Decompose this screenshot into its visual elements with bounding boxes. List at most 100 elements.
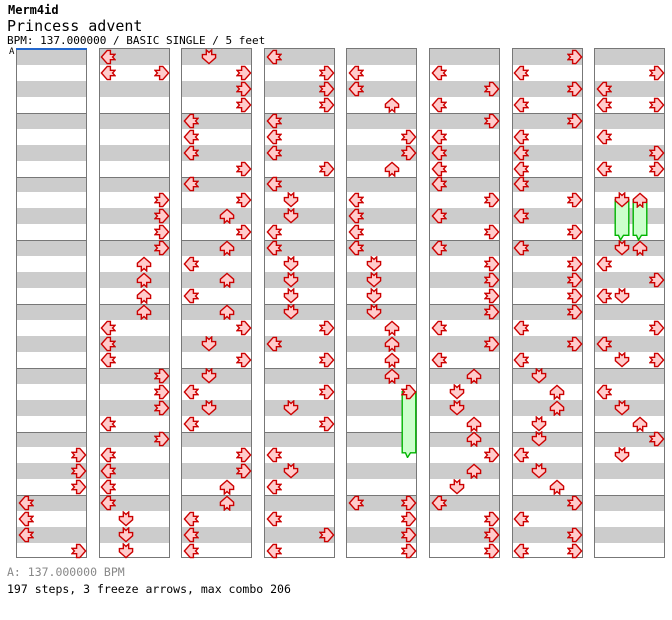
- beat-row: [595, 240, 665, 257]
- measure-line: [347, 431, 417, 433]
- beat-row: [347, 304, 417, 320]
- measure-line: [347, 304, 417, 305]
- step-arrow-down-icon: [201, 335, 217, 352]
- beat-row: [17, 463, 86, 480]
- step-arrow-down-icon: [201, 48, 217, 65]
- step-arrow-left-icon: [183, 511, 200, 527]
- step-arrow-right-icon: [70, 479, 87, 495]
- beat-row: [512, 367, 582, 384]
- step-arrow-up-icon: [384, 97, 400, 114]
- step-arrow-right-icon: [483, 288, 500, 304]
- step-arrow-right-icon: [153, 431, 170, 447]
- step-arrow-left-icon: [183, 113, 200, 129]
- beat-row: [17, 495, 86, 512]
- step-arrow-left-icon: [431, 208, 448, 224]
- beat-row: [264, 240, 334, 257]
- measure-line: [512, 240, 582, 242]
- beat-row: [512, 208, 582, 225]
- step-arrow-left-icon: [348, 224, 365, 240]
- measure-line: [595, 112, 665, 114]
- measure-line: [595, 431, 665, 433]
- footer-bpm-line: A: 137.000000 BPM: [7, 565, 125, 579]
- step-arrow-up-icon: [219, 240, 235, 257]
- beat-row: [595, 431, 665, 448]
- step-arrow-right-icon: [483, 113, 500, 129]
- step-arrow-right-icon: [153, 384, 170, 400]
- beat-row: [17, 144, 86, 161]
- chart-column: [346, 48, 418, 559]
- beat-row: [99, 144, 169, 161]
- step-arrow-down-icon: [283, 462, 299, 479]
- beat-row: [595, 335, 665, 352]
- step-arrow-down-icon: [614, 191, 630, 208]
- step-arrow-right-icon: [483, 447, 500, 463]
- measure-line: [99, 431, 169, 433]
- step-arrow-left-icon: [266, 113, 283, 129]
- measure-line: [99, 240, 169, 242]
- step-arrow-left-icon: [183, 543, 200, 559]
- beat-row: [264, 80, 334, 97]
- step-arrow-up-icon: [219, 208, 235, 225]
- step-arrow-down-icon: [283, 271, 299, 288]
- step-arrow-right-icon: [400, 511, 418, 527]
- measure-line: [595, 240, 665, 242]
- beat-row: [264, 367, 334, 384]
- beat-row: [595, 176, 665, 193]
- beat-row: [430, 272, 499, 289]
- beat-row: [512, 527, 582, 544]
- step-arrow-right-icon: [318, 65, 335, 81]
- beat-row: [264, 144, 334, 161]
- step-arrow-left-icon: [431, 161, 448, 177]
- beat-row: [17, 527, 86, 544]
- step-arrow-left-icon: [596, 129, 613, 145]
- measure-line: [264, 304, 334, 305]
- step-arrow-up-icon: [219, 495, 235, 512]
- beat-row: [182, 399, 252, 416]
- beat-row: [17, 49, 86, 65]
- beat-row: [99, 176, 169, 193]
- beat-row: [512, 272, 582, 289]
- step-arrow-left-icon: [266, 129, 283, 145]
- step-arrow-left-icon: [183, 416, 200, 432]
- measure-line: [430, 495, 499, 497]
- measure-line: [182, 176, 252, 178]
- beat-row: [182, 240, 252, 257]
- measure-line: [512, 431, 582, 433]
- step-arrow-right-icon: [483, 272, 500, 288]
- beat-row: [182, 304, 252, 320]
- beat-row: [512, 399, 582, 416]
- beat-row: [182, 463, 252, 480]
- step-arrow-left-icon: [100, 49, 118, 65]
- beat-row: [17, 240, 86, 257]
- step-arrow-right-icon: [648, 320, 665, 336]
- measure-line: [264, 176, 334, 178]
- beat-row: [347, 495, 417, 512]
- measure-line: [430, 112, 499, 114]
- step-arrow-up-icon: [632, 240, 648, 257]
- bpm-marker-line: [16, 48, 87, 50]
- step-arrow-right-icon: [318, 81, 335, 97]
- step-arrow-right-icon: [235, 97, 252, 113]
- step-arrow-left-icon: [348, 65, 365, 81]
- measure-line: [264, 367, 334, 369]
- beat-row: [182, 208, 252, 225]
- beat-row: [430, 495, 499, 512]
- step-arrow-left-icon: [431, 97, 448, 113]
- step-arrow-left-icon: [348, 81, 365, 97]
- step-arrow-left-icon: [183, 288, 200, 304]
- step-arrow-right-icon: [483, 527, 500, 543]
- beat-row: [99, 495, 169, 512]
- step-arrow-left-icon: [100, 352, 118, 368]
- step-arrow-right-icon: [70, 543, 87, 559]
- measure-line: [99, 495, 169, 497]
- step-arrow-left-icon: [100, 447, 118, 463]
- step-arrow-down-icon: [283, 191, 299, 208]
- step-arrow-up-icon: [384, 368, 400, 385]
- step-arrow-down-icon: [283, 398, 299, 416]
- step-arrow-down-icon: [614, 446, 630, 463]
- step-arrow-right-icon: [153, 224, 170, 240]
- beat-row: [347, 367, 417, 384]
- step-arrow-right-icon: [648, 145, 665, 161]
- beat-row: [430, 80, 499, 97]
